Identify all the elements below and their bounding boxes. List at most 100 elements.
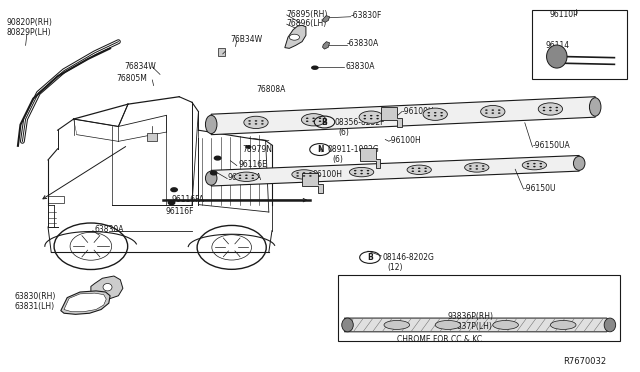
- Text: (6): (6): [338, 128, 349, 137]
- Ellipse shape: [550, 320, 576, 330]
- Bar: [338, 275, 620, 341]
- Text: 76B34W: 76B34W: [230, 35, 262, 44]
- Ellipse shape: [234, 172, 259, 182]
- Circle shape: [418, 167, 420, 169]
- Text: 93837P(LH): 93837P(LH): [448, 322, 493, 331]
- Text: 96110P: 96110P: [549, 10, 578, 19]
- Circle shape: [239, 177, 241, 179]
- Circle shape: [543, 107, 545, 108]
- Circle shape: [214, 156, 221, 160]
- Text: -63830A: -63830A: [347, 39, 379, 48]
- Text: 76834W: 76834W: [125, 62, 157, 71]
- Polygon shape: [211, 97, 595, 135]
- Circle shape: [303, 172, 305, 174]
- Ellipse shape: [301, 113, 326, 126]
- Circle shape: [533, 163, 536, 164]
- Ellipse shape: [435, 320, 461, 330]
- Circle shape: [367, 173, 369, 174]
- Circle shape: [364, 115, 366, 116]
- Circle shape: [248, 123, 251, 125]
- Ellipse shape: [493, 320, 518, 330]
- Ellipse shape: [573, 156, 585, 170]
- Ellipse shape: [292, 170, 316, 179]
- Circle shape: [296, 172, 299, 174]
- Polygon shape: [211, 155, 579, 186]
- Text: 96116E: 96116E: [238, 160, 267, 169]
- Circle shape: [367, 170, 369, 171]
- Ellipse shape: [349, 167, 374, 177]
- Circle shape: [370, 115, 372, 116]
- Ellipse shape: [205, 115, 217, 134]
- Circle shape: [428, 115, 430, 116]
- Circle shape: [556, 107, 558, 108]
- Circle shape: [424, 170, 427, 172]
- Text: 08146-8202G: 08146-8202G: [383, 253, 435, 262]
- Bar: [147, 133, 157, 141]
- Polygon shape: [323, 42, 330, 49]
- Text: 96100H: 96100H: [312, 170, 342, 179]
- Text: B: B: [367, 253, 372, 262]
- Circle shape: [549, 110, 552, 111]
- Circle shape: [306, 118, 308, 119]
- Text: 76896(LH): 76896(LH): [287, 19, 327, 28]
- Text: 96114: 96114: [545, 41, 570, 50]
- Circle shape: [239, 174, 241, 176]
- Polygon shape: [381, 107, 402, 127]
- Circle shape: [549, 107, 552, 108]
- Text: 63830A: 63830A: [346, 62, 375, 71]
- Ellipse shape: [359, 111, 383, 123]
- Text: 78979N: 78979N: [242, 145, 272, 154]
- Ellipse shape: [244, 116, 268, 129]
- Circle shape: [434, 112, 436, 113]
- Ellipse shape: [538, 103, 563, 115]
- Circle shape: [527, 166, 529, 167]
- Ellipse shape: [103, 283, 112, 291]
- Circle shape: [476, 168, 478, 170]
- Circle shape: [498, 109, 500, 111]
- Circle shape: [492, 109, 494, 111]
- Polygon shape: [91, 276, 123, 299]
- Circle shape: [289, 34, 300, 40]
- Ellipse shape: [465, 163, 489, 172]
- Circle shape: [309, 172, 312, 174]
- Polygon shape: [285, 25, 306, 48]
- Text: 96116FA: 96116FA: [172, 195, 205, 203]
- Bar: [532, 10, 627, 79]
- Polygon shape: [302, 173, 323, 193]
- Ellipse shape: [342, 318, 353, 332]
- Text: 76808A: 76808A: [256, 85, 285, 94]
- Text: 63830A: 63830A: [95, 225, 124, 234]
- Circle shape: [418, 170, 420, 172]
- Circle shape: [171, 188, 177, 192]
- Ellipse shape: [604, 318, 616, 332]
- Circle shape: [434, 115, 436, 116]
- Circle shape: [485, 109, 488, 111]
- Ellipse shape: [384, 320, 410, 330]
- Circle shape: [360, 170, 363, 171]
- Circle shape: [527, 163, 529, 164]
- Text: 76895(RH): 76895(RH): [287, 10, 328, 19]
- Circle shape: [482, 165, 484, 167]
- Text: 96116F: 96116F: [165, 207, 194, 216]
- Circle shape: [533, 166, 536, 167]
- Circle shape: [168, 201, 175, 205]
- Circle shape: [364, 118, 366, 119]
- Text: 96116EA: 96116EA: [227, 173, 261, 182]
- Text: 76805M: 76805M: [116, 74, 147, 83]
- Circle shape: [311, 65, 319, 70]
- Circle shape: [296, 175, 299, 177]
- Circle shape: [485, 112, 488, 114]
- Circle shape: [248, 120, 251, 122]
- Circle shape: [303, 175, 305, 177]
- Circle shape: [245, 145, 252, 149]
- Circle shape: [476, 165, 478, 167]
- Text: 93836P(RH): 93836P(RH): [448, 312, 494, 321]
- Circle shape: [261, 123, 264, 125]
- Circle shape: [245, 174, 248, 176]
- Circle shape: [306, 121, 308, 122]
- Circle shape: [482, 168, 484, 170]
- Text: CHROME FOR CC & KC: CHROME FOR CC & KC: [397, 335, 482, 344]
- Polygon shape: [323, 16, 330, 22]
- Ellipse shape: [205, 171, 217, 185]
- Circle shape: [312, 121, 315, 122]
